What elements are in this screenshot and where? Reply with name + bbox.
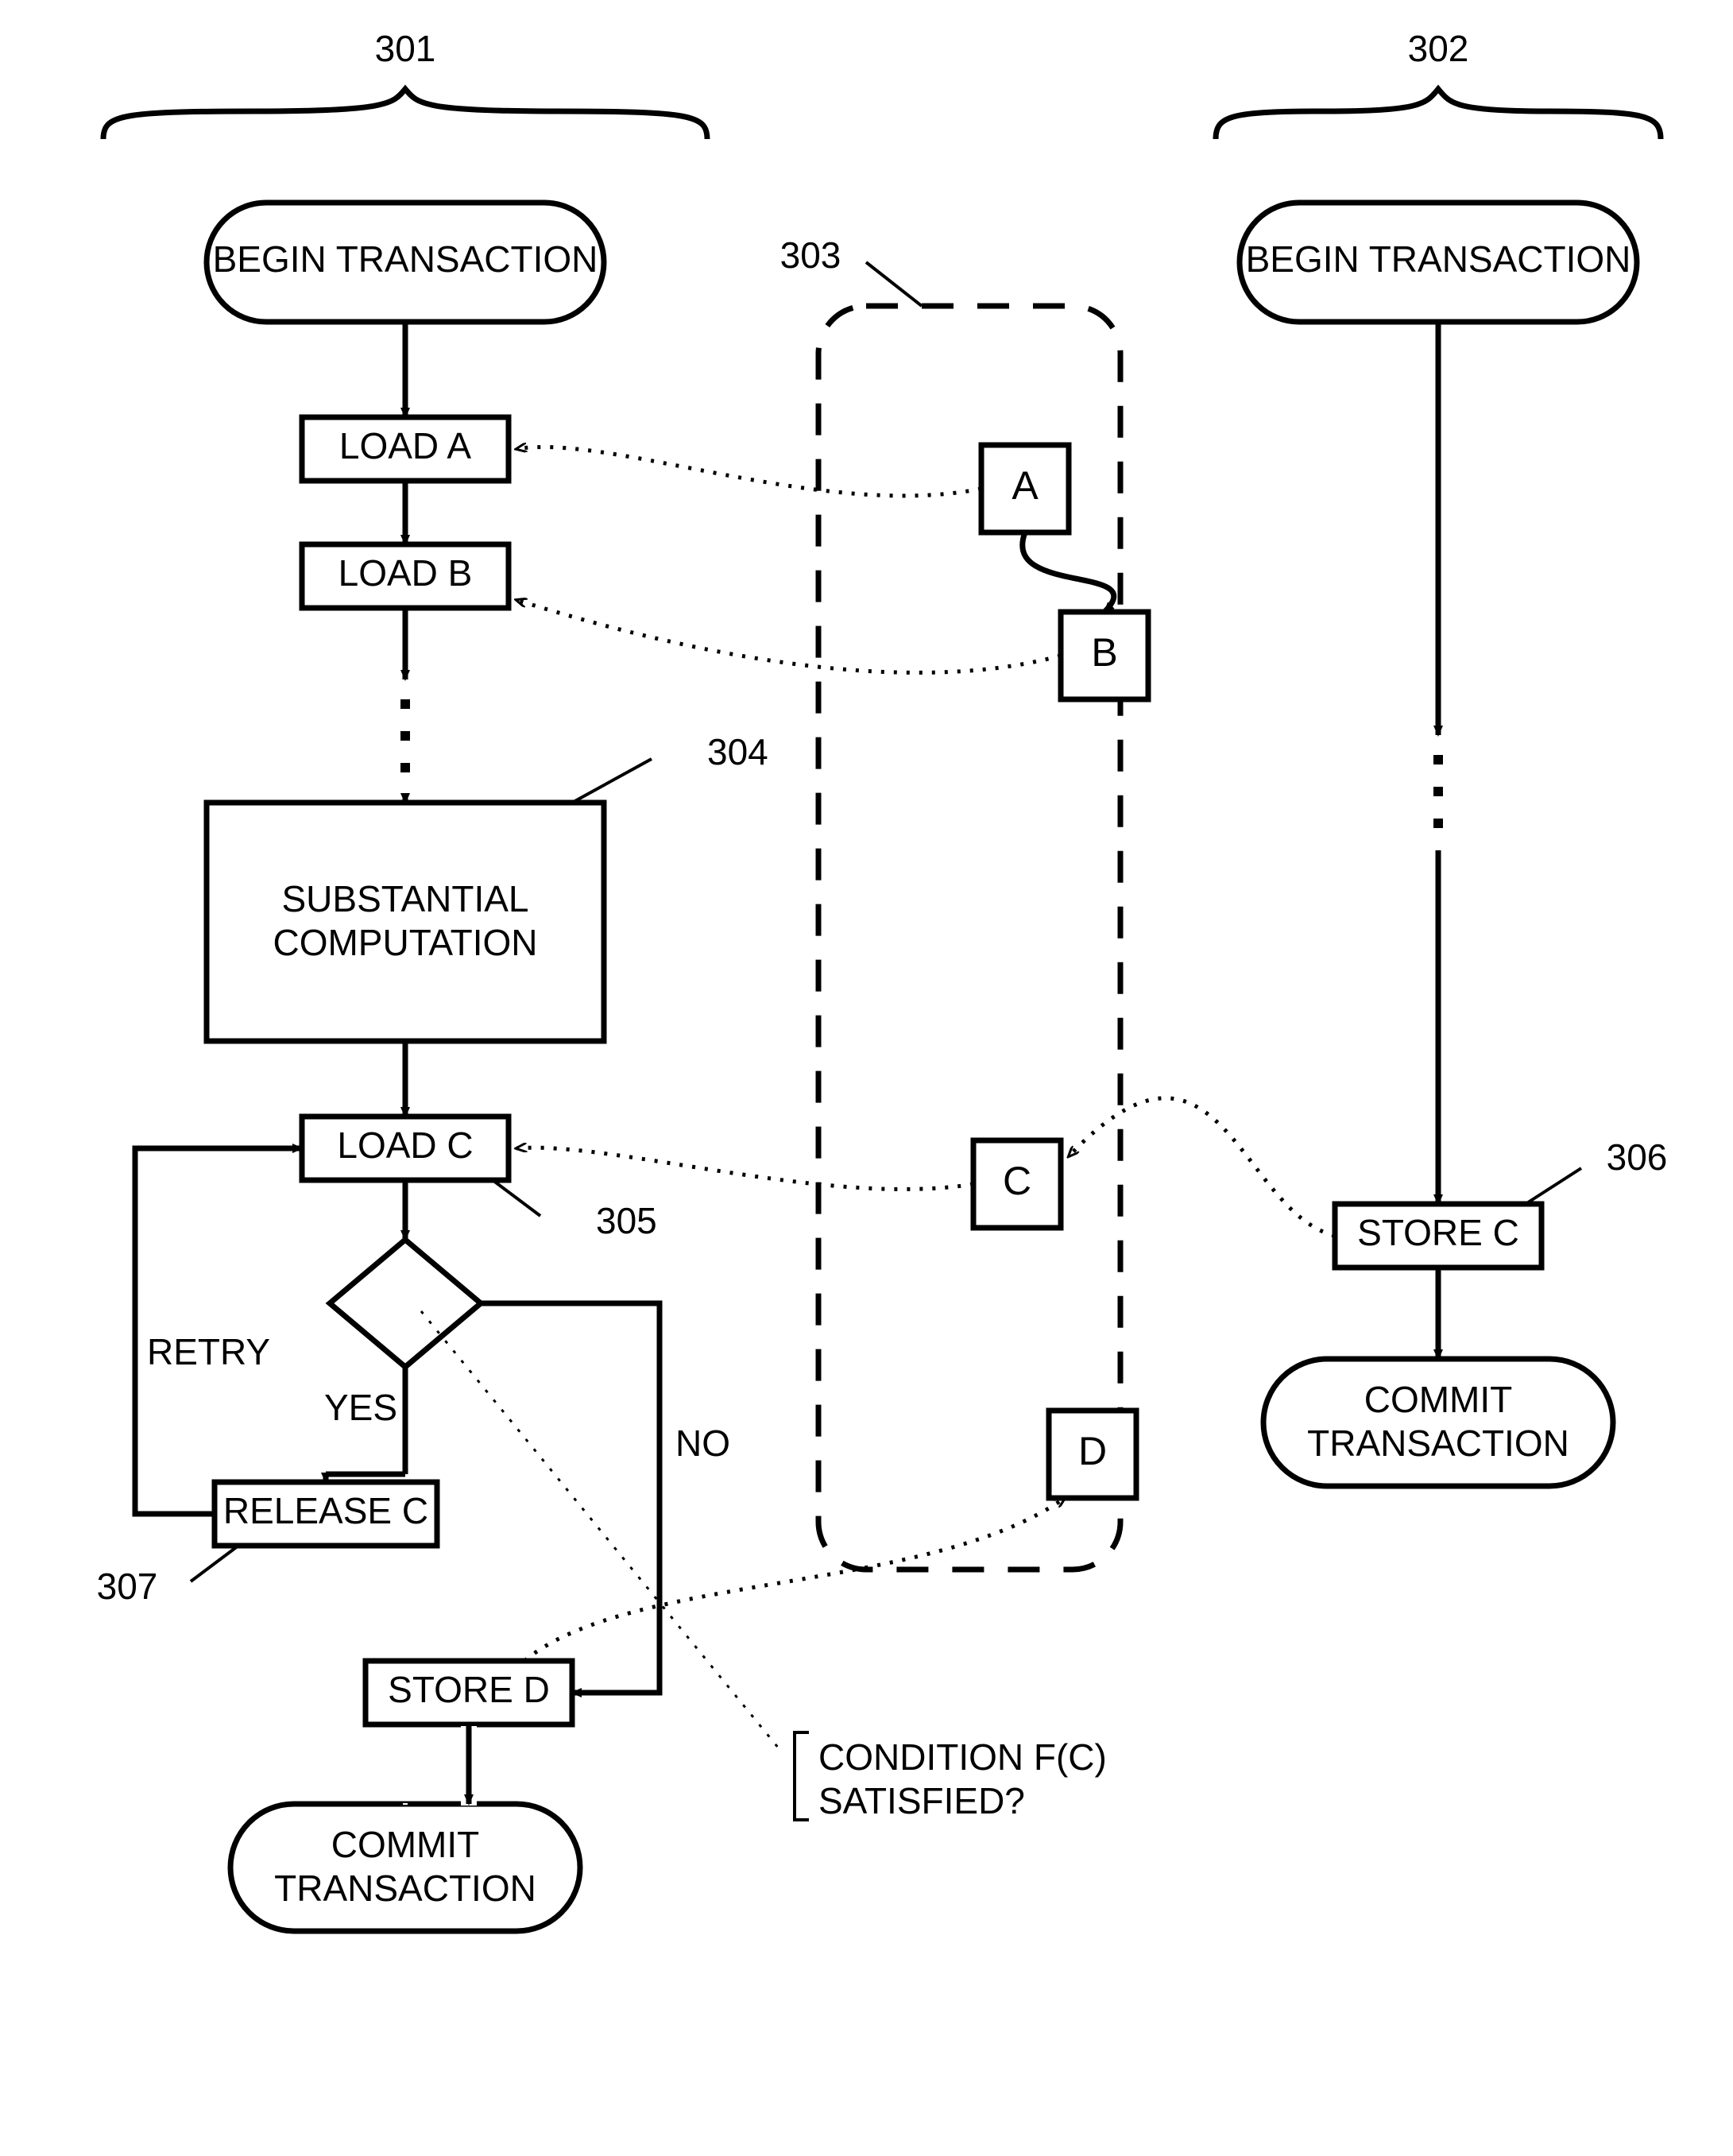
vdots <box>1433 787 1443 796</box>
vdots <box>400 699 410 709</box>
connector <box>572 759 652 803</box>
annotation-l1: CONDITION F(C) <box>818 1736 1107 1778</box>
memory-container <box>818 306 1120 1570</box>
ref-306: 306 <box>1607 1136 1668 1178</box>
store-d-label: STORE D <box>388 1669 550 1710</box>
connector <box>493 1180 540 1216</box>
comp-l1: SUBSTANTIAL <box>282 878 529 919</box>
connector <box>1526 1168 1581 1204</box>
brace <box>1216 89 1661 139</box>
brace <box>103 89 707 139</box>
connector <box>191 1546 238 1581</box>
connector <box>516 1148 973 1189</box>
connector <box>524 1498 1065 1661</box>
commit-r1: COMMIT <box>1364 1379 1513 1420</box>
decision-diamond <box>330 1240 481 1367</box>
no-label: NO <box>675 1422 730 1464</box>
connector <box>1023 532 1114 612</box>
commit-r2: TRANSACTION <box>1307 1422 1569 1464</box>
ref-303: 303 <box>780 234 841 276</box>
begin-left-label: BEGIN TRANSACTION <box>213 238 598 280</box>
release-c-label: RELEASE C <box>223 1490 428 1531</box>
retry-label: RETRY <box>147 1331 270 1372</box>
vdots <box>1433 819 1443 828</box>
vdots <box>400 763 410 772</box>
connector <box>1069 1098 1335 1236</box>
load-c-label: LOAD C <box>337 1124 473 1166</box>
annotation-l2: SATISFIED? <box>818 1780 1025 1821</box>
ref-301: 301 <box>375 28 436 69</box>
store-c-label: STORE C <box>1357 1212 1519 1253</box>
load-b-label: LOAD B <box>338 552 473 594</box>
mem-d-label: D <box>1078 1429 1107 1473</box>
comp-l2: COMPUTATION <box>273 922 537 963</box>
yes-label: YES <box>324 1387 397 1428</box>
commit-l2: TRANSACTION <box>274 1868 536 1909</box>
patch <box>403 1803 408 1805</box>
mem-a-label: A <box>1012 463 1039 508</box>
commit-l1: COMMIT <box>331 1824 480 1865</box>
vdots <box>400 731 410 741</box>
mem-b-label: B <box>1091 630 1117 675</box>
begin-right-label: BEGIN TRANSACTION <box>1246 238 1631 280</box>
ref-304: 304 <box>707 731 768 772</box>
connector <box>795 1732 809 1820</box>
ref-307: 307 <box>97 1566 158 1607</box>
connector <box>866 262 922 306</box>
ref-305: 305 <box>596 1200 657 1241</box>
vdots <box>1433 755 1443 764</box>
ref-302: 302 <box>1408 28 1469 69</box>
connector <box>516 600 1061 672</box>
connector <box>516 447 981 496</box>
mem-c-label: C <box>1003 1159 1031 1203</box>
load-a-label: LOAD A <box>339 425 472 466</box>
